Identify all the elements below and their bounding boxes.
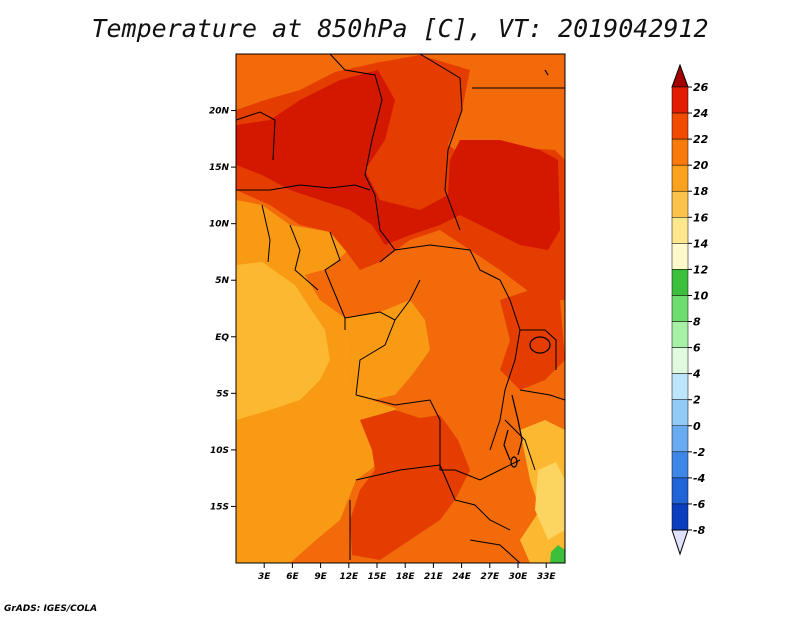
colorbar-label: 2 bbox=[693, 394, 701, 407]
grads-credit: GrADS: IGES/COLA bbox=[4, 604, 98, 614]
x-tick-label: 33E bbox=[537, 572, 557, 582]
colorbar-swatch bbox=[671, 321, 689, 348]
y-tick-label: 15N bbox=[209, 163, 230, 173]
y-tick-label: EQ bbox=[215, 333, 229, 343]
colorbar-swatch bbox=[671, 190, 689, 218]
x-tick-label: 27E bbox=[480, 572, 500, 582]
colorbar-swatch bbox=[671, 86, 689, 114]
colorbar-label: 0 bbox=[693, 420, 701, 433]
plot-frame bbox=[235, 53, 566, 564]
colorbar-label: 4 bbox=[692, 368, 701, 381]
field-band-18-coast bbox=[236, 262, 330, 420]
y-tick-label: 5N bbox=[215, 276, 229, 286]
colorbar-top-arrow bbox=[671, 63, 689, 88]
colorbar-label: -4 bbox=[693, 472, 705, 485]
colorbar-label: 18 bbox=[693, 185, 709, 198]
field-band-18-nw bbox=[236, 54, 330, 105]
x-tick-label: 15E bbox=[368, 572, 388, 582]
colorbar-swatch bbox=[671, 138, 689, 166]
field-band-16 bbox=[535, 462, 565, 540]
colorbar-label: -6 bbox=[693, 498, 706, 511]
colorbar-swatch bbox=[671, 399, 689, 427]
colorbar-label: -2 bbox=[693, 446, 706, 459]
colorbar-label: 14 bbox=[693, 237, 708, 250]
colorbar-label: 24 bbox=[693, 107, 708, 120]
colorbar-label: -8 bbox=[693, 524, 706, 537]
y-tick-label: 20N bbox=[209, 107, 230, 117]
colorbar-bottom-arrow bbox=[671, 529, 689, 556]
colorbar-swatch bbox=[671, 347, 689, 374]
colorbar-label: 10 bbox=[693, 289, 709, 302]
y-tick-label: 10S bbox=[210, 446, 229, 456]
field-band-green bbox=[550, 545, 565, 563]
colorbar-label: 22 bbox=[693, 133, 709, 146]
colorbar-label: 8 bbox=[693, 316, 701, 329]
x-tick-label: 3E bbox=[258, 572, 271, 582]
colorbar-swatch bbox=[671, 373, 689, 400]
country-borders bbox=[236, 54, 565, 563]
field-band-26-core bbox=[236, 70, 560, 250]
x-tick-label: 9E bbox=[314, 572, 327, 582]
colorbar-swatch bbox=[671, 217, 689, 244]
colorbar-swatch bbox=[671, 112, 689, 140]
lakes bbox=[503, 69, 551, 468]
map-title: Temperature at 850hPa [C], VT: 201904291… bbox=[91, 14, 709, 43]
colorbar-swatch bbox=[671, 243, 689, 270]
axes: 3E 6E 9E 12E 15E 18E 21E 24E 27E 30E 33E 20N 15N 10N 5… bbox=[209, 107, 556, 582]
colorbar-swatch bbox=[671, 503, 689, 531]
colorbar-label: 6 bbox=[693, 342, 701, 355]
colorbar-label: 12 bbox=[693, 263, 709, 276]
x-tick-label: 21E bbox=[424, 572, 444, 582]
x-tick-label: 30E bbox=[509, 572, 529, 582]
x-tick-label: 18E bbox=[396, 572, 416, 582]
colorbar-swatch bbox=[671, 295, 689, 322]
colorbar-label: 26 bbox=[693, 81, 709, 94]
colorbar-swatch bbox=[671, 269, 689, 296]
colorbar-label: 20 bbox=[693, 159, 709, 172]
field-band-20-congo bbox=[345, 300, 430, 400]
temperature-field bbox=[236, 54, 565, 563]
colorbar-swatch bbox=[671, 477, 689, 505]
x-tick-label: 12E bbox=[339, 572, 359, 582]
y-tick-label: 15S bbox=[210, 502, 229, 512]
x-tick-label: 24E bbox=[452, 572, 472, 582]
colorbar-label: 16 bbox=[693, 211, 709, 224]
x-tick-label: 6E bbox=[286, 572, 299, 582]
y-tick-label: 5S bbox=[216, 389, 229, 399]
colorbar-swatch bbox=[671, 164, 689, 192]
y-tick-label: 10N bbox=[209, 220, 230, 230]
colorbar-swatch bbox=[671, 451, 689, 479]
colorbar-swatch bbox=[671, 425, 689, 453]
